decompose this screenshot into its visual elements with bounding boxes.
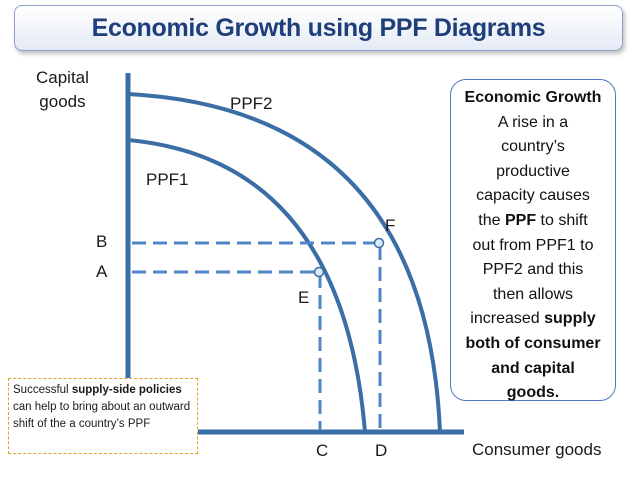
info-line: then allows [492,285,574,303]
ppf1-curve [127,138,367,433]
info-text: the [478,211,505,229]
info-text: increased [470,310,545,328]
info-line: goods. [506,384,560,402]
y-axis-label: Capital goods [36,66,89,114]
info-line: and capital [491,359,575,377]
info-line: PPF2 and this [482,261,584,279]
info-line: country’s [501,138,565,156]
info-heading: Economic Growth [464,89,602,106]
title-banner: Economic Growth using PPF Diagrams [14,5,623,51]
point-f-marker [373,237,385,249]
info-line: productive [496,162,570,180]
info-line: A rise in a [497,113,569,131]
info-line: out from PPF1 to [472,236,594,254]
info-line: capacity causes [476,187,590,205]
point-a-label: A [96,262,108,281]
info-emphasis: supply [544,310,596,328]
page-title: Economic Growth using PPF Diagrams [91,13,546,42]
point-c-label: C [316,441,329,460]
info-emphasis: PPF [504,211,537,229]
point-e-label: E [298,288,310,307]
y-axis-label-line1: Capital [36,68,89,87]
supply-side-note: Successful supply-side policies can help… [8,378,198,454]
info-line: the PPF to shift [451,209,615,234]
point-e-marker [313,266,325,278]
economic-growth-info-box: Economic Growth A rise in a country’s pr… [450,79,616,401]
x-axis-label: Consumer goods [472,440,602,459]
info-line: both of consumer [465,334,601,352]
ppf1-label: PPF1 [146,170,189,189]
ppf2-curve [127,92,442,433]
info-line: increased supply [451,307,615,332]
point-b-label: B [96,232,108,251]
point-d-label: D [375,441,388,460]
ppf2-label: PPF2 [230,94,273,113]
y-axis-label-line2: goods [39,92,86,111]
point-f-label: F [385,216,396,235]
note-emphasis: supply-side policies [71,384,182,396]
note-text: can help to bring about an outward shift… [13,401,191,430]
info-text: to shift [536,211,588,229]
note-text: Successful [13,384,72,396]
